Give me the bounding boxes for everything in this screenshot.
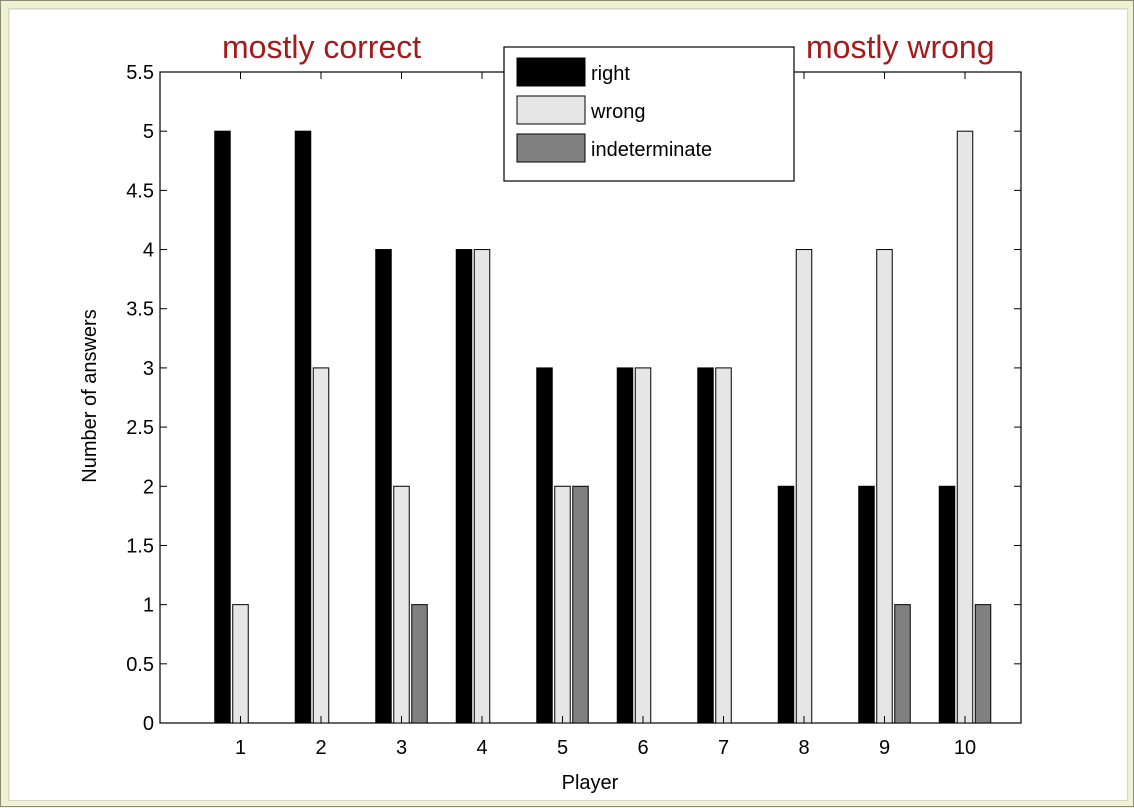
bar-right-3 [375,249,392,724]
y-tick-label: 3 [143,358,154,380]
x-tick-label: 3 [396,737,407,759]
bar-wrong-6 [634,367,652,724]
ticks: 0 0.5 1 1.5 2 2.5 3 3.5 4 4.5 5 5.5 1 2 3 4 5 6 7 8 9 10 [126,62,1021,759]
y-tick-label: 2 [143,476,154,498]
x-axis-title: Player [562,772,619,794]
bar-wrong-5 [554,485,571,724]
y-tick-label: 2.5 [126,417,154,439]
bar-indeterminate-9 [894,604,911,724]
bar-right-10 [938,485,956,724]
y-tick-label: 0 [143,713,154,735]
bar-wrong-8 [795,249,813,724]
x-tick-label: 5 [557,737,568,759]
bar-right-5 [536,367,553,724]
y-axis-title: Number of answers [79,309,101,482]
y-tick-label: 4.5 [126,180,154,202]
bar-right-6 [616,367,634,724]
bar-right-2 [294,130,312,724]
bar-wrong-3 [393,485,410,724]
bar-right-4 [455,249,473,724]
legend-label-right: right [591,63,630,85]
bar-wrong-4 [473,249,491,724]
y-tick-label: 5 [143,121,154,143]
bar-wrong-10 [956,130,974,724]
bar-wrong-2 [312,367,330,724]
x-tick-label: 6 [637,737,648,759]
bar-right-8 [777,485,795,724]
bar-wrong-7 [715,367,732,724]
x-tick-label: 1 [235,737,246,759]
x-tick-label: 9 [879,737,890,759]
x-tick-label: 8 [798,737,809,759]
annotation-mostly-wrong: mostly wrong [806,29,995,65]
bar-indeterminate-10 [974,604,992,724]
bar-wrong-1 [232,604,249,724]
y-tick-label: 3.5 [126,299,154,321]
bar-indeterminate-5 [572,485,589,724]
legend-swatch-indeterminate [516,133,586,163]
x-tick-label: 7 [718,737,729,759]
legend-swatch-wrong [516,95,586,125]
y-tick-label: 4 [143,240,154,262]
legend: right wrong indeterminate [503,46,795,182]
bar-right-1 [214,130,231,724]
bar-right-7 [697,367,714,724]
bar-right-9 [858,485,875,724]
x-tick-label: 4 [476,737,487,759]
bars [214,130,992,724]
legend-label-indeterminate: indeterminate [591,139,712,161]
annotation-mostly-correct: mostly correct [222,29,421,65]
y-tick-label: 1.5 [126,535,154,557]
x-tick-label: 10 [954,737,976,759]
bar-indeterminate-3 [411,604,428,724]
legend-swatch-right [516,57,586,87]
y-tick-label: 0.5 [126,654,154,676]
y-tick-label: 5.5 [126,62,154,84]
x-tick-label: 2 [315,737,326,759]
legend-label-wrong: wrong [590,101,645,123]
bar-wrong-9 [876,249,893,724]
y-tick-label: 1 [143,595,154,617]
